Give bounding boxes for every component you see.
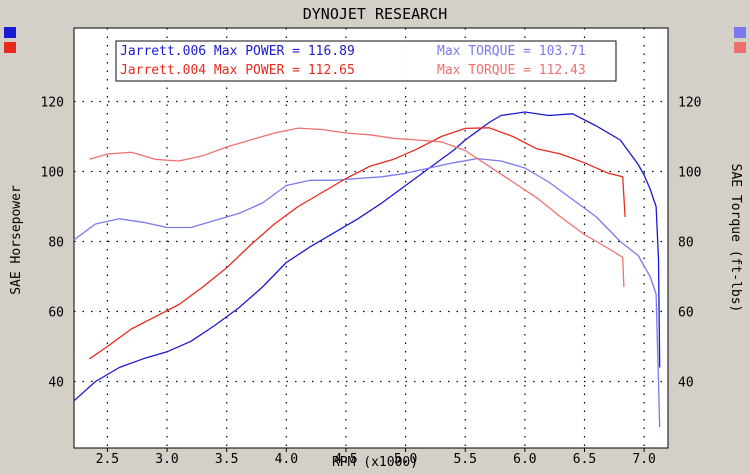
series-line-jarrett-004-torque	[89, 127, 625, 288]
series-line-jarrett-004-power	[89, 127, 626, 360]
x-tick-label: 6.0	[513, 452, 536, 467]
legend-torque-004: Max TORQUE = 112.43	[437, 63, 586, 78]
y-tick-label-left: 60	[48, 306, 64, 321]
y-tick-label-left: 120	[41, 96, 64, 111]
y-tick-label-right: 40	[678, 376, 694, 391]
grid-layer	[74, 28, 668, 448]
x-tick-label: 2.5	[96, 452, 119, 467]
tick-layer: 2.5 3.0 3.5 4.0 4.5 5.0 5.5 6.0 6.5 7.0 40 40 60 60 80…	[41, 96, 702, 468]
right-marker-red	[734, 42, 746, 53]
x-axis-label: RPM (x1000)	[332, 455, 418, 469]
y-tick-label-right: 80	[678, 236, 694, 251]
y-axis-label-left: SAE Horsepower	[9, 185, 24, 295]
y-tick-label-right: 60	[678, 306, 694, 321]
x-tick-label: 5.5	[453, 452, 476, 467]
x-tick-label: 7.0	[632, 452, 655, 467]
right-marker-blue	[734, 27, 746, 38]
x-tick-label: 4.5	[334, 452, 357, 467]
y-tick-label-left: 80	[48, 236, 64, 251]
x-tick-label: 6.5	[573, 452, 596, 467]
legend-power-004: Jarrett.004 Max POWER = 112.65	[120, 63, 355, 78]
series-line-jarrett-006-power	[73, 111, 661, 402]
series-line-jarrett-006-torque	[73, 157, 661, 428]
x-tick-label: 3.0	[155, 452, 178, 467]
y-axis-label-right: SAE Torque (ft-lbs)	[728, 164, 743, 313]
x-tick-label: 5.0	[394, 452, 417, 467]
y-tick-label-right: 100	[678, 166, 701, 181]
legend-box	[115, 40, 617, 82]
y-tick-label-right: 120	[678, 96, 701, 111]
y-tick-label-left: 40	[48, 376, 64, 391]
left-marker-red	[4, 42, 16, 53]
legend-torque-006: Max TORQUE = 103.71	[437, 44, 586, 59]
y-tick-label-left: 100	[41, 166, 64, 181]
x-tick-label: 4.0	[275, 452, 298, 467]
x-tick-label: 3.5	[215, 452, 238, 467]
left-marker-blue	[4, 27, 16, 38]
series-layer	[73, 111, 661, 428]
legend-power-006: Jarrett.006 Max POWER = 116.89	[120, 44, 355, 59]
chart-title: DYNOJET RESEARCH	[303, 5, 448, 23]
plot-area	[73, 27, 669, 449]
